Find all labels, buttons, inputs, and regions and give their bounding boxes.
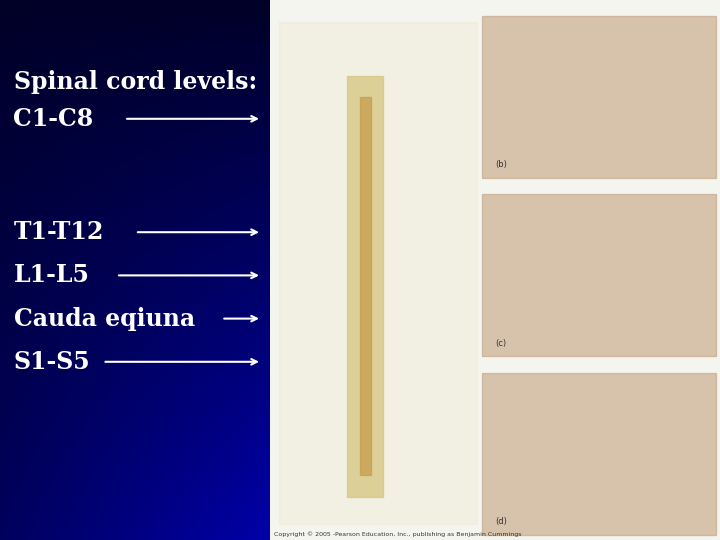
Text: (d): (d) — [495, 517, 507, 526]
Text: S1-S5: S1-S5 — [14, 350, 90, 374]
Text: L1-L5: L1-L5 — [14, 264, 89, 287]
Bar — [482, 16, 716, 178]
Text: Spinal cord levels:: Spinal cord levels: — [14, 70, 256, 94]
Bar — [482, 194, 716, 356]
Text: (c): (c) — [495, 339, 506, 348]
Bar — [360, 97, 372, 475]
Text: C1-C8: C1-C8 — [14, 107, 94, 131]
Text: Cauda eqiuna: Cauda eqiuna — [14, 307, 194, 330]
Text: (b): (b) — [495, 160, 507, 170]
Text: Copyright © 2005 -Pearson Education, Inc., publishing as Benjamin Cummings: Copyright © 2005 -Pearson Education, Inc… — [274, 532, 522, 537]
Bar — [482, 373, 716, 535]
Bar — [279, 22, 477, 524]
Bar — [346, 76, 382, 497]
Text: T1-T12: T1-T12 — [14, 220, 104, 244]
